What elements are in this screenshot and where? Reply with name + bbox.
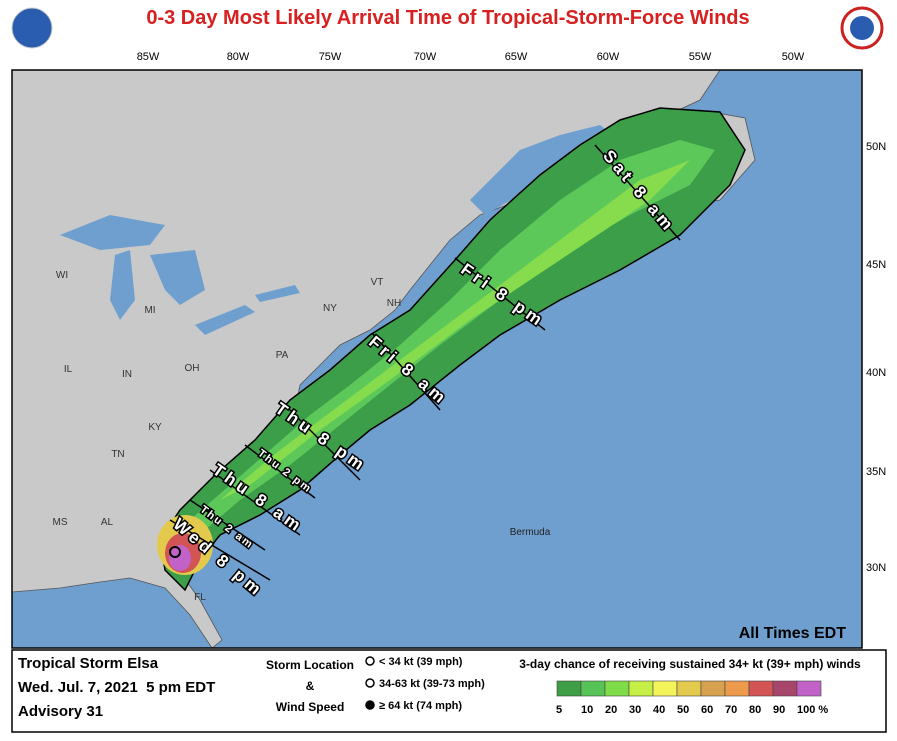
scale-swatch [676,680,702,697]
isochrone [189,499,266,551]
storm-symbol [365,700,375,710]
storm-symbol [365,678,375,688]
storm-symbol-label: ≥ 64 kt (74 mph) [379,700,462,712]
ampersand: & [306,679,315,693]
region-label: NH [387,298,401,309]
map-body [12,70,862,648]
longitude-label: 55W [689,51,712,63]
region-label: VT [371,277,384,288]
times-note: All Times EDT [739,625,847,642]
latitude-label: 40N [866,367,886,379]
longitude-label: 65W [505,51,528,63]
scale-label: 100 % [797,704,828,716]
region-label: OH [185,363,200,374]
region-label: MI [144,305,155,316]
longitude-label: 80W [227,51,250,63]
scale-swatch [796,680,822,697]
longitude-label: 85W [137,51,160,63]
isochrone [371,332,441,411]
scale-label: 5 [556,704,562,716]
region-label: IL [64,364,73,375]
region-label: IN [122,369,132,380]
title: 0-3 Day Most Likely Arrival Time of Trop… [146,7,749,29]
scale-swatch [748,680,774,697]
isochrone [169,519,271,581]
scale-swatch [700,680,726,697]
scale-swatch [628,680,654,697]
storm-location-label: Storm Location [266,658,354,672]
latitude-label: 30N [866,562,886,574]
nws-logo-inner [850,16,874,40]
longitude-label: 70W [414,51,437,63]
wind-swath-core [220,160,690,500]
latitude-label: 45N [866,259,886,271]
region-label: AL [101,517,114,528]
storm-name: Tropical Storm Elsa [18,655,159,672]
scale-label: 80 [749,704,761,716]
longitude-label: 50W [782,51,805,63]
region-label: MS [53,517,68,528]
scale-label: 60 [701,704,713,716]
isochrone [209,469,301,536]
lake-michigan [110,250,135,320]
scale-title: 3-day chance of receiving sustained 34+ … [519,657,861,671]
scale-label: 20 [605,704,617,716]
storm-symbol [365,656,375,666]
scale-label: 40 [653,704,665,716]
isochrone [284,404,361,481]
isochrone [244,444,316,499]
lake-superior [60,215,165,250]
region-label: WI [56,270,68,281]
isochrone [594,144,681,241]
scale-swatch [772,680,798,697]
scale-label: 50 [677,704,689,716]
wind-speed-label: Wind Speed [276,700,345,714]
latitude-label: 35N [866,466,886,478]
lake-ontario [255,285,300,302]
lake-huron [150,250,205,305]
isochrones [169,144,681,581]
map [11,69,863,649]
storm-symbol [169,546,181,558]
storm-symbol-label: < 34 kt (39 mph) [379,656,463,668]
scale-swatch [724,680,750,697]
latitude-label: 50N [866,141,886,153]
place-label: Bermuda [510,527,551,538]
advisory-date: Wed. Jul. 7, 2021 5 pm EDT [18,679,215,696]
region-label: NY [323,303,337,314]
noaa-logo [11,7,53,49]
longitude-label: 75W [319,51,342,63]
advisory-number: Advisory 31 [18,703,103,720]
region-label: KY [148,422,162,433]
longitude-label: 60W [597,51,620,63]
scale-swatch [556,680,582,697]
scale-swatch [652,680,678,697]
scale-swatch [580,680,606,697]
lake-erie [195,305,255,335]
region-label: TN [111,449,124,460]
region-label: FL [194,592,206,603]
scale-label: 10 [581,704,593,716]
scale-label: 70 [725,704,737,716]
region-label: PA [276,350,289,361]
storm-symbol-label: 34-63 kt (39-73 mph) [379,678,485,690]
isochrone [454,257,546,331]
scale-label: 30 [629,704,641,716]
map-frame [11,69,863,649]
scale-label: 90 [773,704,785,716]
highest-prob-area [169,545,191,571]
scale-swatch [604,680,630,697]
